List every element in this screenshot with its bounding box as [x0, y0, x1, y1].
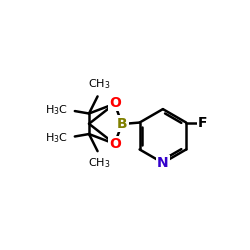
Text: B: B: [117, 117, 127, 131]
Text: H$_3$C: H$_3$C: [45, 103, 68, 117]
Text: F: F: [198, 116, 207, 130]
Text: O: O: [109, 96, 121, 110]
Text: CH$_3$: CH$_3$: [88, 156, 111, 170]
Text: O: O: [109, 137, 121, 151]
Text: CH$_3$: CH$_3$: [88, 77, 111, 91]
Text: N: N: [157, 156, 169, 170]
Text: H$_3$C: H$_3$C: [45, 131, 68, 144]
